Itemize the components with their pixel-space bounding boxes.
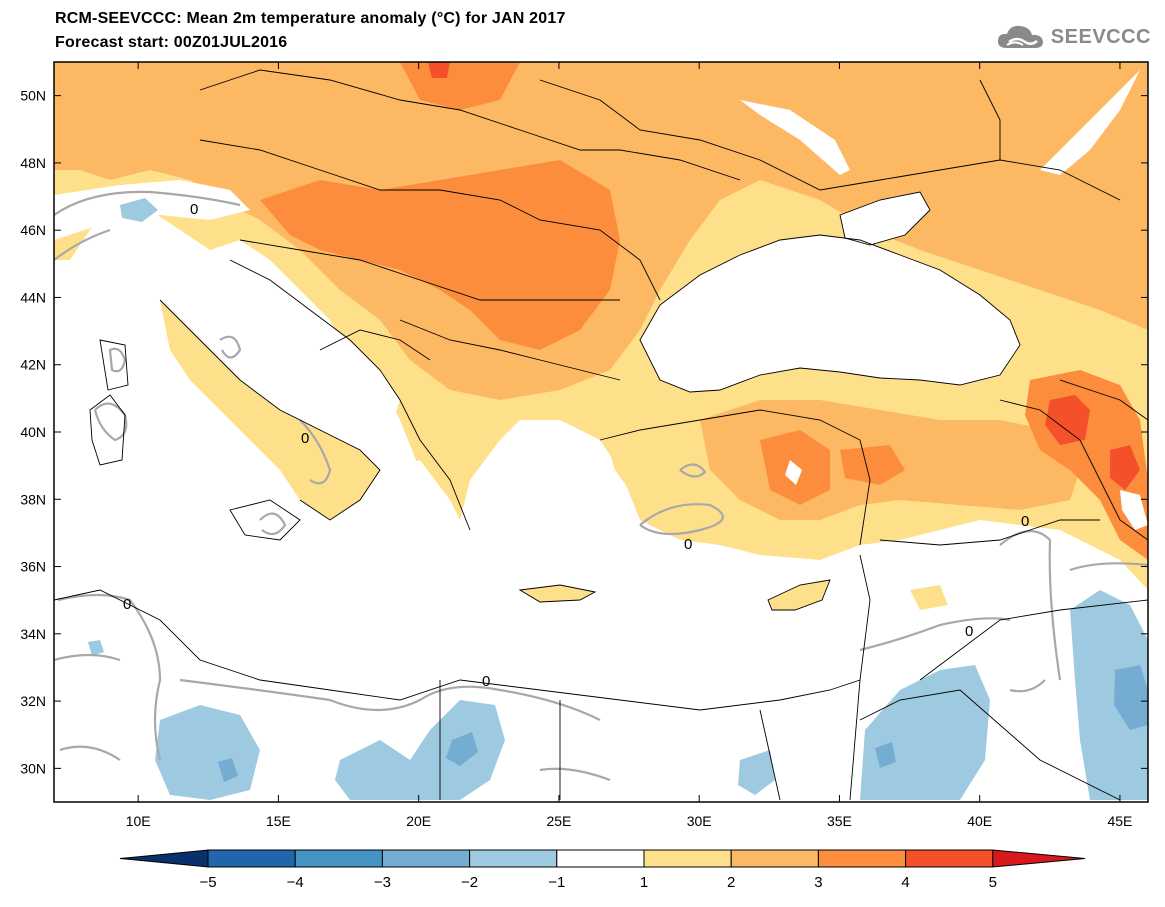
contour-label: 0 (123, 596, 131, 613)
lat-label: 48N (20, 155, 46, 171)
seevccc-logo: SEEVCCC (995, 22, 1151, 52)
coastlines-and-borders (54, 69, 1148, 801)
lat-label: 46N (20, 222, 46, 238)
colorbar-box (905, 849, 994, 868)
colorbar-box (556, 849, 645, 868)
lat-label: 34N (20, 626, 46, 642)
colorbar-box (294, 849, 383, 868)
white-spot-russia (1040, 70, 1140, 175)
lon-label: 10E (126, 813, 151, 829)
adriatic-sea (220, 260, 400, 430)
colorbar: −5 −4 −3 −2 −1 1 2 3 4 5 (119, 849, 1086, 891)
contour-label: 0 (1021, 513, 1029, 530)
lon-label: 40E (967, 813, 992, 829)
anomaly-3-4-north (400, 62, 520, 110)
anomaly-4-5-poland (428, 62, 450, 78)
colorbar-tick-label: 2 (727, 874, 735, 891)
anomaly-minus1-minus2-egypt (738, 750, 775, 795)
colorbar-box (381, 849, 471, 868)
colorbar-box (207, 849, 296, 868)
contour-label: 0 (190, 201, 198, 218)
anomaly-4-5-east (1110, 445, 1140, 490)
anomaly-minus1-minus2-egypt-west (335, 700, 505, 800)
cloud-icon (997, 25, 1043, 48)
lat-label: 40N (20, 424, 46, 440)
colorbar-tick-label: 1 (640, 874, 648, 891)
jordan-patch (910, 585, 948, 610)
lat-label: 32N (20, 693, 46, 709)
anomaly-minus1-minus2-arabia (860, 665, 990, 800)
forecast-start-label: Forecast start: 00Z01JUL2016 (55, 34, 288, 51)
contour-label: 0 (482, 673, 490, 690)
contour-labels: 0 0 0 0 0 0 0 (123, 201, 1029, 690)
longitude-labels: 10E 15E 20E 25E 30E 35E 40E 45E (126, 813, 1133, 829)
white-spot-east (1120, 490, 1148, 530)
white-spot-ukraine (740, 100, 850, 175)
white-spot-turkey (785, 460, 802, 485)
colorbar-tick-label: −2 (461, 874, 478, 891)
lon-label: 15E (266, 813, 291, 829)
lon-label: 25E (546, 813, 571, 829)
latitude-labels: 50N 48N 46N 44N 42N 40N 38N 36N 34N 32N 30N (20, 88, 46, 777)
anomaly-field: 0 0 0 0 0 0 0 (54, 62, 1148, 802)
lat-label: 42N (20, 357, 46, 373)
anomaly-3-4-turkey2 (840, 445, 905, 485)
colorbar-over-triangle (992, 849, 1086, 868)
colorbar-under-triangle (119, 849, 209, 868)
anomaly-3-4-balkans (260, 160, 620, 350)
colorbar-tick-label: 3 (814, 874, 822, 891)
lat-label: 50N (20, 88, 46, 104)
lat-label: 44N (20, 289, 46, 305)
colorbar-tick-label: −1 (548, 874, 565, 891)
anomaly-minus1-minus2-tunisia (88, 640, 104, 656)
axis-ticks (54, 62, 1148, 802)
colorbar-box (817, 849, 907, 868)
anomaly-minus2-minus3-egypt (446, 732, 478, 766)
colorbar-box (730, 849, 819, 868)
colorbar-tick-label: 5 (989, 874, 997, 891)
lat-label: 30N (20, 760, 46, 776)
map-title: RCM-SEEVCCC: Mean 2m temperature anomaly… (55, 10, 566, 27)
azov-sea (840, 192, 930, 245)
lon-label: 30E (687, 813, 712, 829)
anomaly-minus1-minus2-iraq (1070, 590, 1148, 800)
anomaly-2-3-east (990, 62, 1148, 330)
contour-label: 0 (965, 623, 973, 640)
mediterranean-sea (54, 320, 870, 800)
colorbar-tick-label: −4 (287, 874, 304, 891)
black-sea (640, 235, 1020, 392)
lon-label: 20E (406, 813, 431, 829)
colorbar-tick-label: −5 (199, 874, 216, 891)
colorbar-box (469, 849, 558, 868)
colorbar-tick-label: 4 (901, 874, 909, 891)
lon-label: 35E (827, 813, 852, 829)
anomaly-minus2-minus3-iraq (1114, 665, 1148, 730)
lat-label: 36N (20, 559, 46, 575)
anomaly-4-5-caucasus (1045, 395, 1090, 445)
lon-label: 45E (1107, 813, 1132, 829)
contour-label: 0 (684, 536, 692, 553)
logo-text: SEEVCCC (1050, 25, 1151, 48)
anomaly-minus1-minus2-alps (120, 198, 158, 222)
colorbar-tick-label: −3 (374, 874, 391, 891)
lat-label: 38N (20, 491, 46, 507)
anomaly-minus2-minus3-arabia (875, 742, 896, 768)
crete-patch (520, 585, 595, 602)
colorbar-box (643, 849, 732, 868)
anomaly-minus2-minus3-libya (218, 758, 238, 782)
contour-label: 0 (301, 430, 309, 447)
